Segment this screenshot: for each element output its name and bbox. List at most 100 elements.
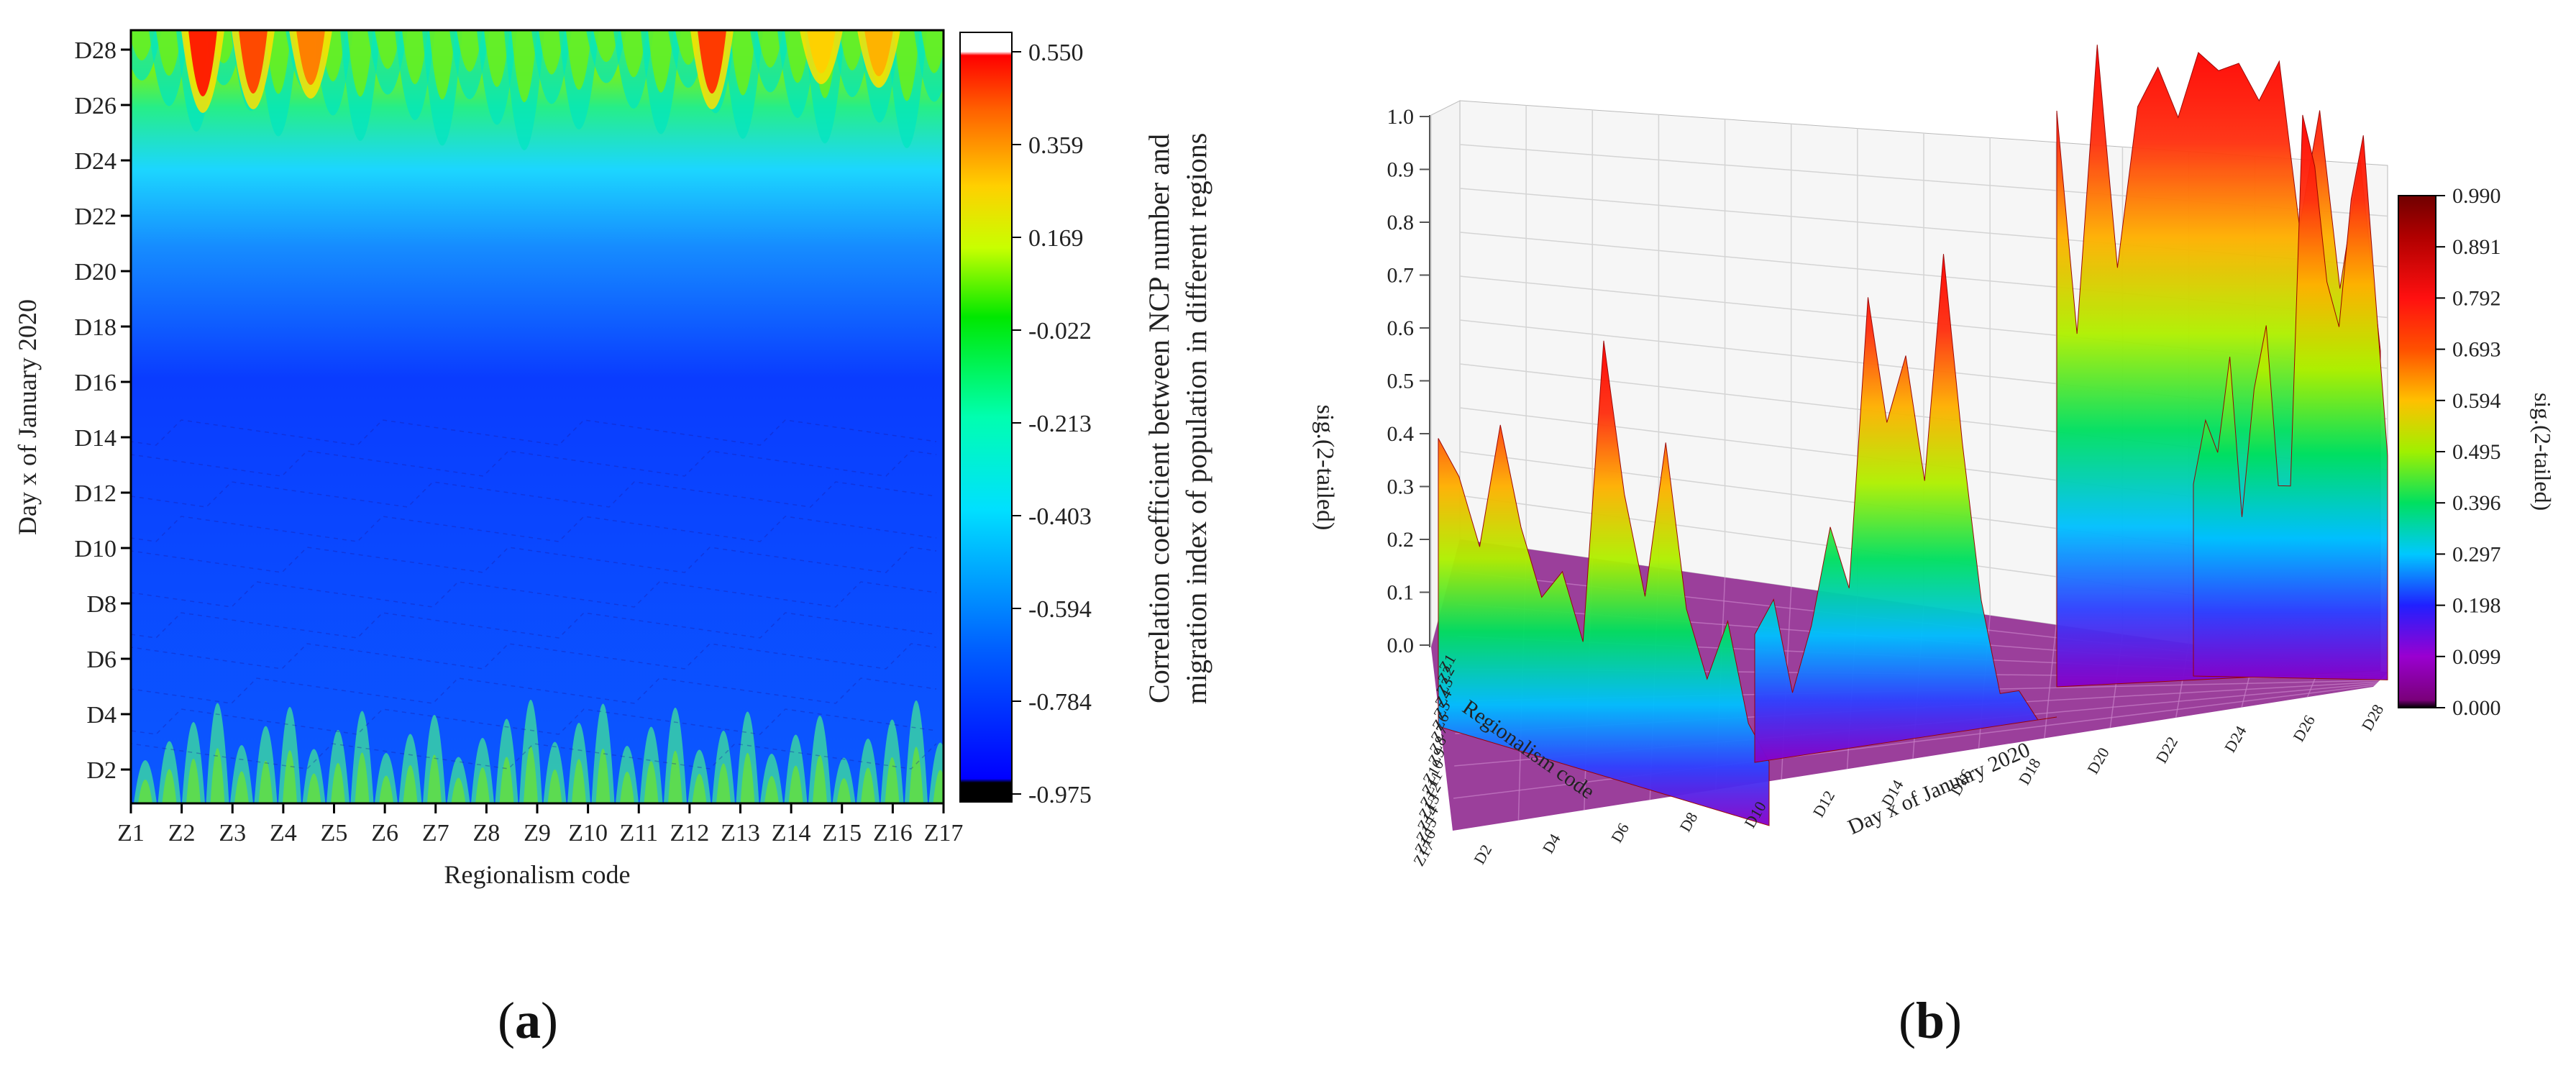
surface-z-tick-label: 0.2	[1387, 528, 1415, 552]
surface-z-tick-label: 0.5	[1387, 370, 1415, 393]
heatmap-colorbar-tick-label: -0.594	[1028, 596, 1092, 623]
heatmap-bottom-ridge-core	[716, 763, 731, 803]
heatmap-x-label: Regionalism code	[444, 860, 631, 889]
panel-a-label: (a)	[498, 991, 558, 1051]
heatmap-bottom-ridge-core	[451, 777, 466, 803]
heatmap-bottom-ridge-core	[524, 746, 538, 803]
heatmap-bottom-ridge-core	[547, 769, 562, 803]
heatmap-y-tick-label: D8	[86, 591, 117, 618]
surface-z-tick-label: 0.7	[1387, 264, 1415, 288]
heatmap-x-axis: Z1 Z2 Z3 Z4 Z5 Z6 Z7 Z8 Z9 Z10 Z11 Z12 Z13 Z14 Z15 Z16 Z…	[117, 803, 963, 846]
heatmap-bottom-ridge-core	[210, 748, 225, 803]
surface-colorbar-tick-label: 0.792	[2452, 286, 2501, 310]
heatmap-y-label: Day x of January 2020	[13, 299, 42, 535]
heatmap-top-ridge-core	[156, 30, 182, 76]
surface-y-tick-label: D28	[2358, 701, 2388, 734]
heatmap-colorbar-label-line1: Correlation coefficient between NCP numb…	[1143, 134, 1175, 703]
heatmap-y-tick-label: D26	[74, 93, 117, 119]
heatmap-y-tick-label: D10	[74, 536, 117, 562]
heatmap-top-ridge-core	[921, 30, 944, 73]
heatmap-features	[131, 30, 944, 803]
surface-series-1	[1438, 340, 1770, 826]
heatmap-x-tick-label: Z6	[371, 820, 398, 846]
surface-y-tick-label: D12	[1809, 788, 1839, 820]
heatmap-bottom-ridge-core	[644, 761, 659, 803]
heatmap-colorbar-tick-label: 0.169	[1028, 225, 1084, 252]
heatmap-colorbar-tick-label: -0.403	[1028, 503, 1092, 530]
surface-y-tick-label: D24	[2221, 723, 2250, 755]
heatmap-colorbar-tick-label: 0.550	[1028, 40, 1084, 66]
surface-colorbar-tick-label: 0.198	[2452, 594, 2501, 618]
surface-y-tick-label: D2	[1470, 841, 1495, 867]
heatmap-bottom-ridge-core	[885, 757, 900, 803]
surface-colorbar-tick-label: 0.693	[2452, 338, 2501, 362]
heatmap-bottom-ridge-core	[306, 773, 321, 803]
heatmap-contour-line	[131, 581, 937, 608]
surface-colorbar-tick-label: 0.495	[2452, 440, 2501, 464]
heatmap-top-ridge-core	[375, 30, 401, 69]
heatmap-contour-line	[131, 516, 937, 542]
heatmap-colorbar-tick-label: -0.784	[1028, 689, 1092, 716]
surface-floor-grid-line	[2044, 624, 2057, 739]
heatmap-x-tick-label: Z12	[670, 820, 709, 846]
heatmap-bottom-ridge-core	[788, 765, 803, 803]
panel-a-label-open: (	[498, 992, 515, 1049]
heatmap-x-tick-label: Z4	[270, 820, 297, 846]
heatmap-y-tick-label: D18	[74, 314, 117, 341]
heatmap-colorbar-label-line2: migration index of population in differe…	[1180, 133, 1212, 705]
heatmap-bottom-ridge-core	[475, 767, 490, 803]
surface-colorbar-tick-label: 0.297	[2452, 542, 2501, 566]
surface-floor-grid-line	[1453, 685, 2375, 799]
heatmap-colorbar-tick-label: 0.359	[1028, 132, 1084, 159]
surface-z-tick-label: 0.4	[1387, 422, 1415, 446]
heatmap-bottom-ridge-core	[162, 769, 177, 803]
heatmap-top-ridge-core	[730, 30, 756, 96]
heatmap-bottom-ridge-core	[283, 750, 297, 803]
heatmap-top-ridge-core	[429, 30, 455, 100]
heatmap-hot-spot-core	[239, 30, 268, 93]
heatmap-colorbar-tick-label: -0.975	[1028, 782, 1092, 808]
heatmap-bottom-ridge-core	[186, 758, 201, 803]
panel-a-label-close: )	[540, 992, 558, 1049]
heatmap-y-tick-label: D16	[74, 370, 117, 396]
heatmap-colorbar-tick-label: -0.213	[1028, 411, 1092, 437]
heatmap-bottom-ridge-core	[692, 774, 707, 803]
surface-peaks	[1438, 45, 2388, 826]
surface-z-tick-label: 0.1	[1387, 581, 1415, 605]
heatmap-bottom-ridge-core	[740, 752, 755, 803]
heatmap-x-tick-label: Z3	[219, 820, 246, 846]
surface-colorbar-tick-label: 0.000	[2452, 696, 2501, 720]
heatmap-contour-line	[131, 708, 937, 735]
surface-y-tick-label: D22	[2152, 734, 2182, 766]
heatmap-x-tick-label: Z5	[321, 820, 348, 846]
heatmap-top-ridge-core	[621, 30, 647, 78]
heatmap-top-ridge-core	[757, 30, 783, 68]
panel-b-label-open: (	[1899, 992, 1916, 1049]
heatmap-top-ridge-core	[347, 30, 373, 97]
surface-y-tick-label: D26	[2289, 712, 2319, 744]
heatmap-y-tick-label: D4	[86, 702, 117, 729]
heatmap-x-tick-label: Z13	[721, 820, 760, 846]
heatmap-bottom-ridge-core	[572, 759, 586, 803]
heatmap-contour-line	[131, 481, 937, 508]
surface-colorbar-ticks: 0.990 0.891 0.792 0.693 0.594 0.495 0.396 0.297…	[2436, 184, 2501, 720]
surface-colorbar	[2398, 195, 2436, 708]
heatmap-y-tick-label: D14	[74, 425, 117, 452]
heatmap-bottom-ridge-core	[620, 772, 634, 803]
heatmap-contour-line	[131, 419, 937, 446]
heatmap-y-tick-label: D20	[74, 259, 117, 286]
heatmap-y-axis: D2 D4 D6 D8 D10 D12 D14 D16 D18 D20 D22 D24 D26 D28	[74, 37, 131, 784]
heatmap-bottom-ridge-core	[595, 748, 611, 803]
heatmap-x-tick-label: Z17	[924, 820, 964, 846]
heatmap-top-ridge-core	[566, 30, 592, 90]
heatmap-bottom-ridge-core	[764, 776, 779, 803]
surface-colorbar-tick-label: 0.099	[2452, 645, 2501, 669]
panel-b-label-letter: b	[1915, 992, 1945, 1049]
heatmap-hot-spot-core	[296, 30, 325, 85]
heatmap-x-tick-label: Z1	[117, 820, 145, 846]
heatmap-top-ridge-core	[131, 30, 155, 60]
surface-y-tick-label: D4	[1539, 831, 1564, 857]
heatmap-contour-line	[131, 643, 937, 670]
heatmap-top-ridge-core	[593, 30, 619, 63]
heatmap-bottom-ridge-core	[427, 754, 442, 803]
